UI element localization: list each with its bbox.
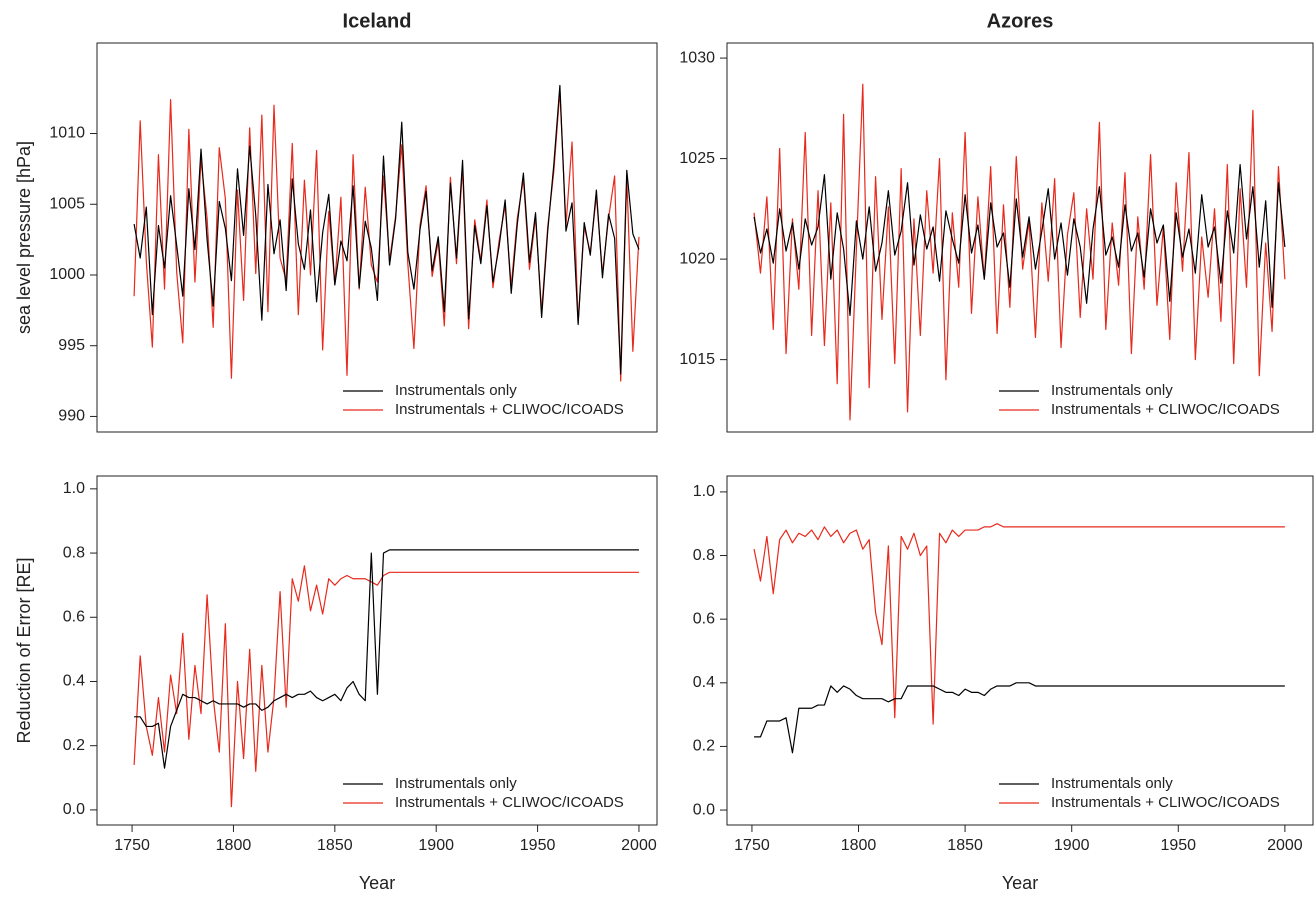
y-tick-label: 0.0 (693, 801, 715, 818)
y-tick-label: 995 (58, 337, 85, 354)
y-tick-label: 1010 (49, 125, 85, 142)
legend-label: Instrumentals + CLIWOC/ICOADS (395, 794, 624, 811)
x-tick-label: 1850 (317, 837, 353, 854)
y-tick-label: 0.4 (63, 673, 85, 690)
legend-label: Instrumentals + CLIWOC/ICOADS (1051, 401, 1280, 418)
x-axis-label: Year (1002, 873, 1038, 893)
x-tick-label: 1850 (947, 837, 983, 854)
chart-title: Iceland (343, 10, 412, 32)
plot-frame (726, 42, 1314, 433)
y-tick-label: 990 (58, 408, 85, 425)
x-tick-label: 1750 (734, 837, 770, 854)
series-line (133, 84, 640, 375)
series-line (134, 549, 639, 769)
y-tick-label: 0.8 (63, 544, 85, 561)
plot-frame (96, 475, 658, 826)
y-tick-label: 0.6 (63, 608, 85, 625)
y-tick-label: 0.2 (63, 737, 85, 754)
series-line (133, 565, 639, 808)
legend-label: Instrumentals + CLIWOC/ICOADS (395, 401, 624, 418)
x-tick-label: 1950 (520, 837, 556, 854)
x-tick-label: 1950 (1160, 837, 1196, 854)
y-tick-label: 1000 (49, 266, 85, 283)
y-tick-label: 0.8 (693, 547, 715, 564)
y-tick-label: 1.0 (63, 480, 85, 497)
series-line (754, 682, 1285, 754)
y-tick-label: 1025 (679, 150, 715, 167)
y-axis-label: sea level pressure [hPa] (14, 141, 34, 334)
y-tick-label: 0.4 (693, 674, 715, 691)
legend-label: Instrumentals only (395, 382, 517, 399)
legend-label: Instrumentals only (1051, 382, 1173, 399)
legend-label: Instrumentals + CLIWOC/ICOADS (1051, 794, 1280, 811)
y-tick-label: 1020 (679, 250, 715, 267)
y-tick-label: 0.0 (63, 801, 85, 818)
series-line (753, 164, 1286, 316)
y-tick-label: 1.0 (693, 483, 715, 500)
y-axis-label: Reduction of Error [RE] (14, 557, 34, 743)
x-tick-label: 1800 (216, 837, 252, 854)
x-tick-label: 1900 (1054, 837, 1090, 854)
x-tick-label: 1800 (841, 837, 877, 854)
x-tick-label: 2000 (621, 837, 657, 854)
series-line (753, 523, 1285, 725)
x-tick-label: 2000 (1267, 837, 1303, 854)
series-line (133, 90, 640, 382)
y-tick-label: 1015 (679, 351, 715, 368)
chart-title: Azores (987, 10, 1054, 32)
plot-frame (96, 42, 658, 433)
legend-label: Instrumentals only (1051, 775, 1173, 792)
series-line (753, 83, 1286, 421)
y-tick-label: 1005 (49, 195, 85, 212)
x-axis-label: Year (359, 873, 395, 893)
y-tick-label: 1030 (679, 49, 715, 66)
plot-frame (726, 475, 1314, 826)
y-tick-label: 0.6 (693, 610, 715, 627)
x-tick-label: 1750 (114, 837, 150, 854)
legend-label: Instrumentals only (395, 775, 517, 792)
x-tick-label: 1900 (418, 837, 454, 854)
y-tick-label: 0.2 (693, 738, 715, 755)
